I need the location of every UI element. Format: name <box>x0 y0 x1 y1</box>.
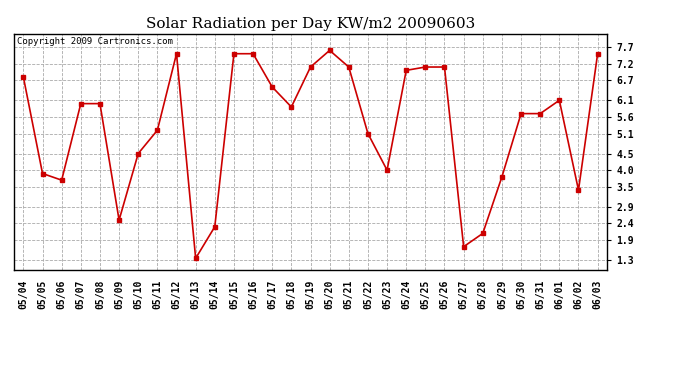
Text: Copyright 2009 Cartronics.com: Copyright 2009 Cartronics.com <box>17 37 172 46</box>
Title: Solar Radiation per Day KW/m2 20090603: Solar Radiation per Day KW/m2 20090603 <box>146 17 475 31</box>
